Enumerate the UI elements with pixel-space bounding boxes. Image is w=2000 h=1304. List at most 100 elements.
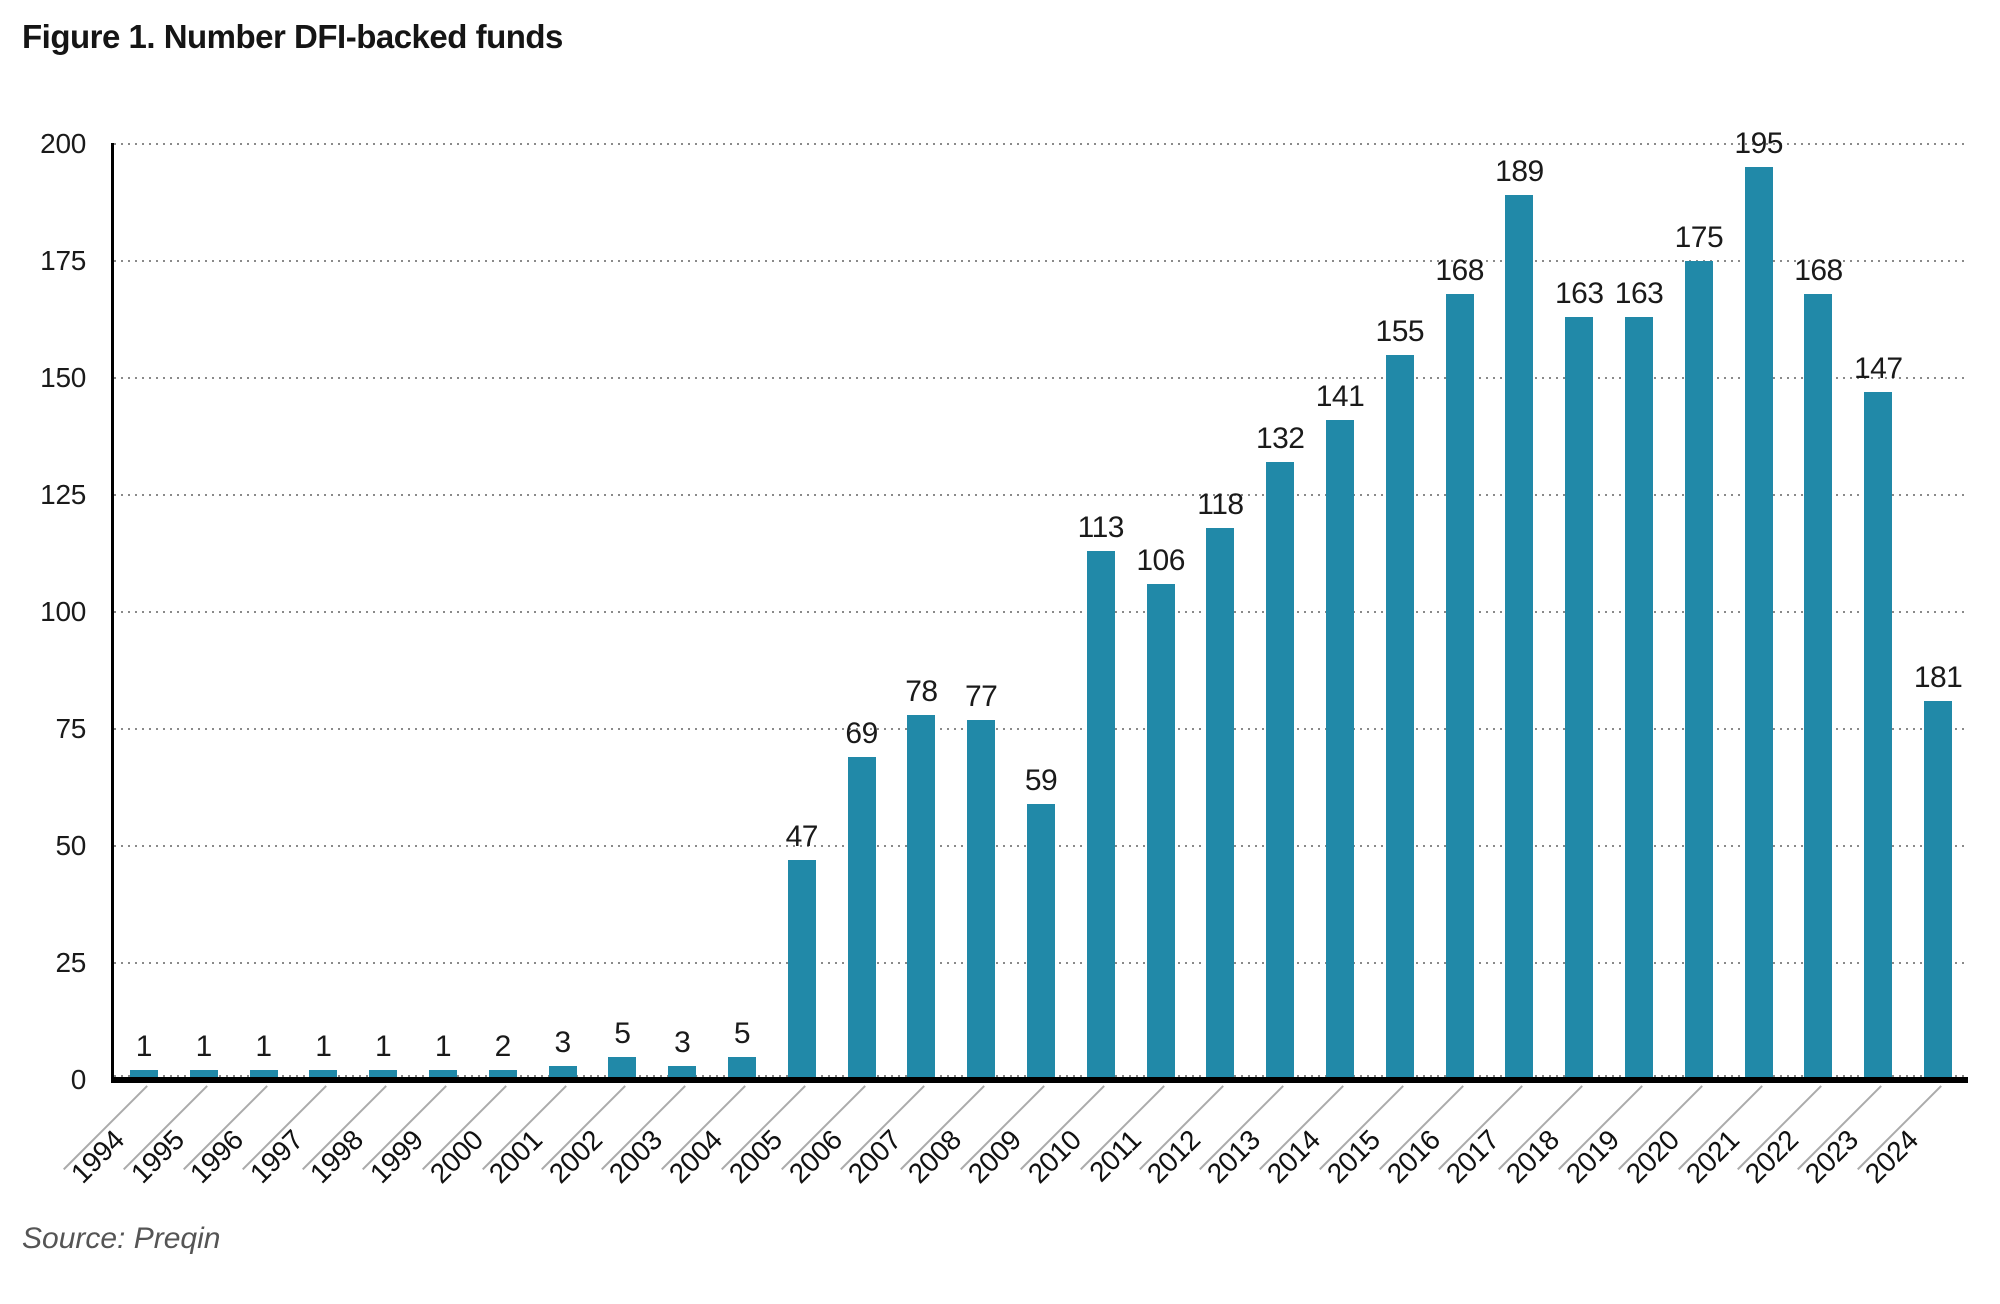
bar-value-label: 1 <box>195 1030 213 1063</box>
bar-value-label: 155 <box>1375 314 1425 348</box>
y-gridline <box>114 611 1968 613</box>
bar <box>608 1056 637 1080</box>
bar <box>1565 317 1594 1080</box>
bar <box>907 714 936 1080</box>
x-tick-label: 2007 <box>842 1124 908 1190</box>
y-gridline <box>114 494 1968 496</box>
bar-value-label: 1 <box>315 1030 332 1063</box>
x-tick-label: 2011 <box>1082 1124 1147 1188</box>
bar <box>1625 317 1654 1080</box>
y-gridline <box>114 377 1968 379</box>
x-tick-label: 1998 <box>303 1124 370 1190</box>
x-tick-label: 1997 <box>244 1124 310 1190</box>
bar <box>309 1070 338 1080</box>
bar <box>1684 261 1713 1080</box>
bar <box>1924 700 1953 1080</box>
bar <box>249 1070 278 1080</box>
bar <box>428 1070 457 1080</box>
bar-value-label: 59 <box>1024 763 1058 797</box>
x-tick-label: 2018 <box>1500 1124 1566 1190</box>
bar <box>1505 195 1534 1080</box>
bar-value-label: 77 <box>965 679 998 713</box>
y-tick-label: 150 <box>40 362 86 393</box>
y-tick-label: 75 <box>55 713 86 744</box>
x-tick-label: 2000 <box>423 1124 489 1190</box>
bar-value-label: 118 <box>1197 487 1244 521</box>
bar-value-label: 113 <box>1077 511 1125 545</box>
y-axis-line <box>111 143 114 1083</box>
bar-value-label: 5 <box>614 1016 631 1050</box>
y-gridline <box>114 728 1968 730</box>
bar-value-label: 1 <box>255 1030 272 1063</box>
bar-value-label: 181 <box>1913 660 1963 694</box>
bar-value-label: 47 <box>785 820 819 854</box>
bar <box>668 1065 697 1080</box>
bar <box>787 860 816 1080</box>
y-tick-label: 125 <box>40 479 86 510</box>
x-tick-label: 2008 <box>902 1124 968 1190</box>
x-tick-label: 2013 <box>1201 1124 1267 1190</box>
x-tick-label: 2014 <box>1260 1124 1326 1190</box>
y-gridline <box>114 143 1968 145</box>
x-tick-label: 2002 <box>543 1124 609 1190</box>
x-tick-label: 2004 <box>662 1124 728 1190</box>
bar-value-label: 1 <box>434 1030 452 1063</box>
x-tick-label: 2015 <box>1320 1124 1386 1190</box>
bar-value-label: 168 <box>1435 253 1484 287</box>
bar <box>129 1070 158 1080</box>
x-tick-label: 2006 <box>782 1124 848 1190</box>
bar <box>1385 354 1414 1080</box>
x-tick-label: 1995 <box>124 1124 190 1190</box>
x-tick-label: 1999 <box>363 1124 429 1190</box>
bar-value-label: 163 <box>1614 277 1664 311</box>
bar <box>847 757 876 1080</box>
bar-value-label: 163 <box>1554 277 1604 311</box>
bar-value-label: 78 <box>905 674 938 708</box>
bar-value-label: 1 <box>135 1030 153 1063</box>
x-tick-label: 2019 <box>1559 1124 1625 1190</box>
x-tick-label: 2020 <box>1619 1124 1685 1190</box>
bar-value-label: 168 <box>1794 253 1843 287</box>
bar-value-label: 3 <box>674 1025 691 1059</box>
bar <box>548 1065 577 1080</box>
x-tick-label: 2023 <box>1799 1124 1865 1190</box>
y-tick-label: 200 <box>40 128 86 159</box>
bar-value-label: 132 <box>1255 422 1305 456</box>
x-tick-label: 1994 <box>64 1124 130 1190</box>
bar-value-label: 141 <box>1315 380 1365 414</box>
y-tick-label: 0 <box>70 1064 87 1095</box>
bar <box>1804 293 1833 1080</box>
bar <box>1027 803 1055 1080</box>
bar-value-label: 106 <box>1136 543 1185 577</box>
bar-value-label: 5 <box>733 1016 751 1050</box>
x-tick-label: 2001 <box>483 1124 549 1190</box>
bar-value-label: 195 <box>1734 127 1783 161</box>
x-tick-label: 2010 <box>1021 1124 1087 1190</box>
x-tick-label: 2016 <box>1380 1124 1446 1190</box>
bar <box>488 1070 517 1080</box>
bar <box>1744 167 1773 1080</box>
bar <box>369 1070 398 1080</box>
bar-value-label: 1 <box>375 1030 392 1063</box>
bar-value-label: 3 <box>554 1025 571 1059</box>
figure-title: Figure 1. Number DFI-backed funds <box>22 18 563 55</box>
bar <box>1864 392 1893 1080</box>
bar-value-label: 2 <box>494 1030 512 1063</box>
y-tick-label: 100 <box>40 596 86 627</box>
bar <box>1086 551 1115 1080</box>
bar-value-label: 175 <box>1674 221 1724 254</box>
bar <box>1445 293 1474 1080</box>
bar <box>1206 527 1235 1080</box>
bar <box>1266 462 1295 1080</box>
bar-value-label: 69 <box>845 717 878 751</box>
bar-value-label: 147 <box>1854 352 1903 386</box>
bar-value-label: 189 <box>1495 155 1544 189</box>
bar <box>1146 583 1175 1080</box>
bar <box>727 1056 756 1080</box>
x-tick-label: 2009 <box>961 1124 1027 1190</box>
x-axis-line <box>111 1077 1968 1083</box>
source-note: Source: Preqin <box>22 1222 221 1255</box>
y-tick-label: 25 <box>55 947 86 978</box>
x-tick-label: 2003 <box>602 1124 669 1190</box>
